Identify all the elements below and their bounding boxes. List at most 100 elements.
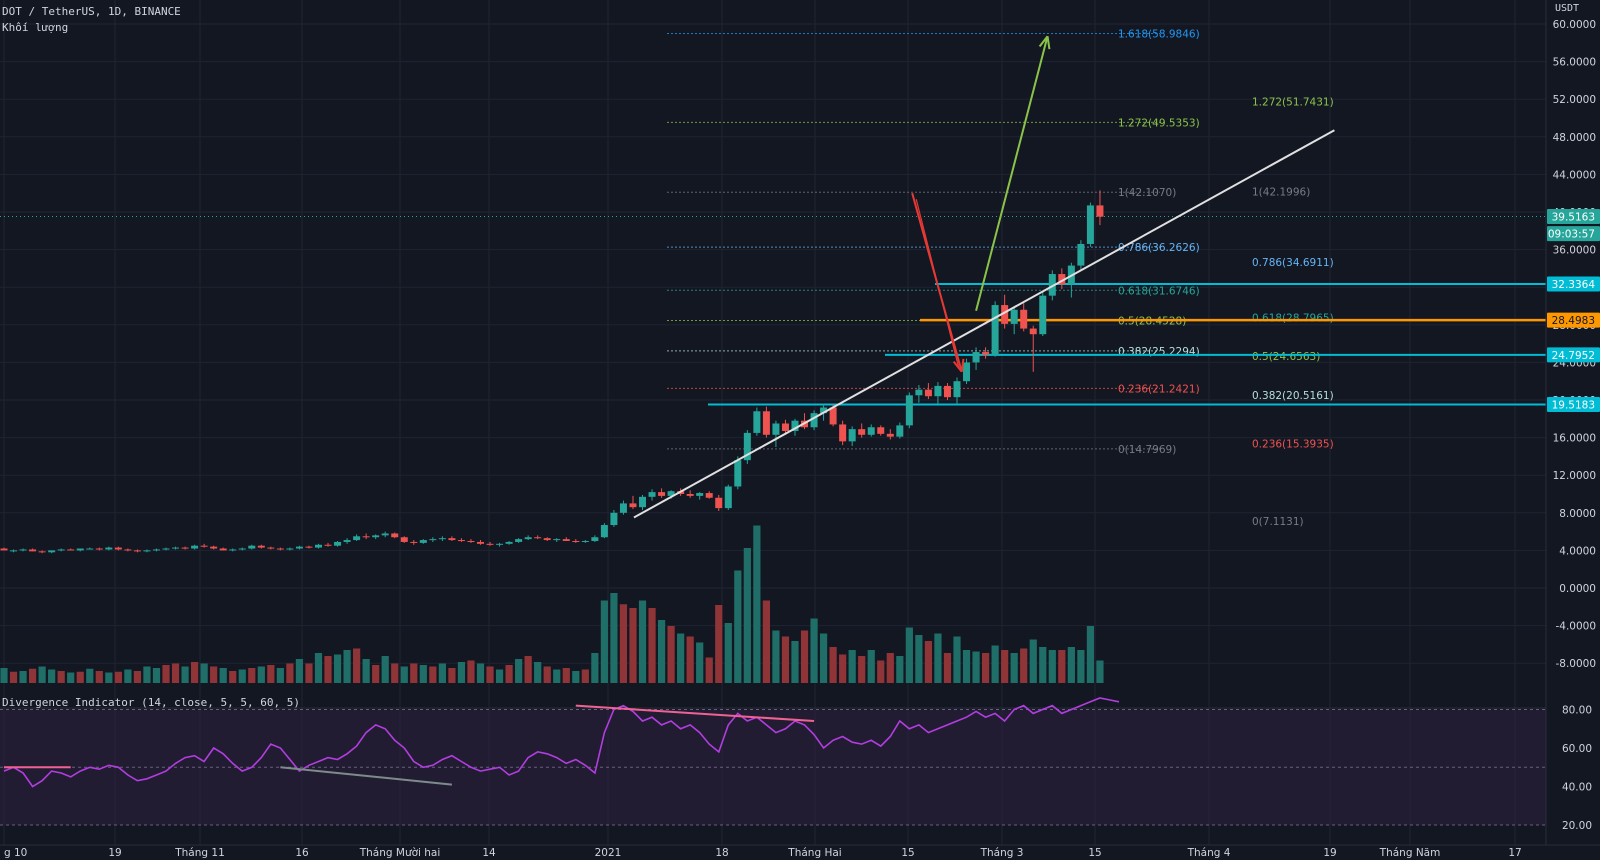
rsi-tick-label: 40.00 bbox=[1562, 782, 1592, 794]
time-tick-label: 16 bbox=[295, 847, 309, 859]
fib-label: 1(42.1070) bbox=[1118, 187, 1176, 199]
volume-bar bbox=[1010, 653, 1018, 683]
price-tick-label: 4.0000 bbox=[1559, 545, 1596, 557]
volume-bar bbox=[629, 608, 637, 683]
candle-body bbox=[114, 547, 122, 550]
volume-bar bbox=[591, 653, 599, 683]
candle-body bbox=[248, 545, 256, 549]
volume-bar bbox=[638, 600, 647, 683]
volume-bar bbox=[362, 659, 370, 683]
candle-body bbox=[467, 541, 475, 542]
candle-body bbox=[934, 385, 942, 397]
candle-body bbox=[353, 536, 361, 541]
candle-body bbox=[1029, 328, 1037, 335]
candle-body bbox=[696, 493, 704, 496]
candle-body bbox=[743, 432, 751, 461]
time-tick-label: 19 bbox=[108, 847, 121, 859]
candle-body bbox=[762, 411, 770, 435]
price-tag bbox=[1547, 226, 1600, 242]
candle-body bbox=[791, 420, 799, 432]
candle-body bbox=[1086, 205, 1094, 244]
time-tick-label: 2021 bbox=[595, 847, 622, 859]
volume-bar bbox=[105, 672, 113, 683]
time-tick-label: Tháng Mười hai bbox=[359, 847, 441, 859]
candle-body bbox=[1039, 295, 1047, 335]
volume-bar bbox=[648, 608, 656, 683]
price-tag bbox=[1547, 276, 1600, 292]
candle-body bbox=[191, 545, 199, 549]
time-tick-label: Tháng Hai bbox=[787, 847, 841, 859]
candle-body bbox=[210, 546, 218, 549]
volume-bar bbox=[305, 663, 313, 683]
volume-bar bbox=[400, 666, 408, 683]
time-tick-label: Tháng 3 bbox=[980, 847, 1024, 859]
price-tick-label: 44.0000 bbox=[1553, 169, 1596, 181]
volume-bar bbox=[972, 651, 980, 683]
fib-label: 0.382(25.2294) bbox=[1118, 346, 1200, 358]
candle-body bbox=[772, 423, 780, 435]
candle-body bbox=[867, 427, 875, 435]
price-tick-label: -8.0000 bbox=[1555, 658, 1596, 670]
volume-bar bbox=[267, 665, 275, 683]
candle-body bbox=[324, 544, 332, 546]
candle-body bbox=[734, 460, 742, 487]
volume-bar bbox=[610, 593, 618, 683]
candle-body bbox=[543, 538, 551, 541]
candle-body bbox=[629, 503, 637, 508]
fib-label: 0.618(28.7965) bbox=[1252, 312, 1334, 324]
candle-body bbox=[295, 546, 303, 549]
volume-bar bbox=[867, 650, 875, 683]
candle-body bbox=[0, 548, 8, 551]
volume-bar bbox=[495, 669, 504, 683]
time-tick-label: 15 bbox=[1088, 847, 1101, 859]
candle-body bbox=[419, 540, 427, 543]
candle-body bbox=[362, 536, 370, 538]
bearish-arrow-inner bbox=[915, 199, 960, 368]
volume-bar bbox=[600, 600, 608, 683]
volume-bar bbox=[657, 620, 666, 683]
price-tick-label: 0.0000 bbox=[1559, 583, 1596, 595]
fib-label: 0.5(28.4528) bbox=[1118, 316, 1186, 328]
candle-body bbox=[839, 424, 847, 442]
price-axis: 60.0000 56.0000 52.0000 48.0000 44.0000 40.00… bbox=[1545, 0, 1600, 860]
rsi-band bbox=[0, 709, 1546, 825]
candle-body bbox=[10, 550, 18, 552]
volume-bar bbox=[962, 650, 971, 683]
volume-bar bbox=[696, 642, 704, 683]
candle-body bbox=[86, 548, 94, 550]
bearish-divergence-line bbox=[575, 704, 815, 723]
candle-body bbox=[496, 543, 504, 545]
volume-bar bbox=[76, 671, 84, 683]
volume-bar bbox=[1096, 660, 1104, 683]
price-tag-label: 19.5183 bbox=[1552, 400, 1595, 412]
candle-body bbox=[229, 549, 237, 551]
volume-bar bbox=[1048, 650, 1056, 683]
volume-bar bbox=[133, 671, 142, 683]
volume-bar bbox=[410, 663, 418, 683]
axis-background bbox=[1546, 0, 1600, 860]
candle-body bbox=[515, 539, 523, 542]
candle-body bbox=[972, 352, 980, 363]
fib-label: 0.382(20.5161) bbox=[1252, 390, 1334, 402]
candle-body bbox=[286, 548, 294, 550]
trend-line bbox=[633, 129, 1335, 519]
volume-bar bbox=[238, 669, 246, 683]
candle-body bbox=[991, 305, 999, 355]
rsi-tick-label: 60.00 bbox=[1562, 743, 1592, 755]
candle-body bbox=[124, 549, 132, 551]
volume-bar bbox=[467, 660, 475, 683]
price-tag bbox=[1547, 347, 1600, 363]
volume-bar bbox=[791, 641, 799, 683]
volume-bar bbox=[1020, 648, 1028, 683]
volume-bar bbox=[391, 663, 399, 683]
candle-body bbox=[982, 352, 990, 355]
volume-bar bbox=[943, 653, 952, 683]
rsi-line bbox=[3, 697, 1120, 788]
candle-body bbox=[305, 546, 313, 548]
candle-body bbox=[858, 429, 866, 435]
volume-bar bbox=[372, 665, 380, 683]
candle-body bbox=[29, 549, 37, 552]
candle-body bbox=[257, 545, 265, 548]
candle-body bbox=[429, 539, 437, 541]
